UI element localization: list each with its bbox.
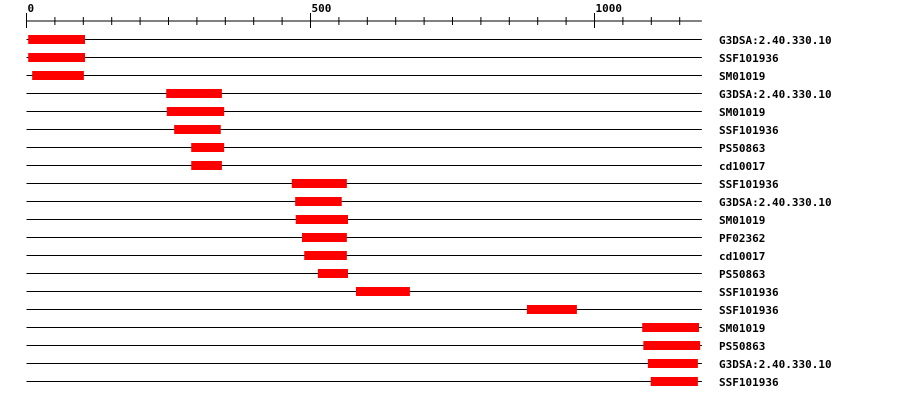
domain-bar <box>295 197 342 206</box>
position-axis: 0 500 1000 <box>26 2 702 28</box>
domain-label: G3DSA:2.40.330.10 <box>719 88 832 101</box>
domain-label: PF02362 <box>719 232 765 245</box>
domain-tracks: G3DSA:2.40.330.10 SSF101936 SM01019 G3DSA:2… <box>26 34 832 389</box>
domain-label: cd10017 <box>719 160 765 173</box>
domain-label: SM01019 <box>719 214 765 227</box>
domain-track: cd10017 <box>26 160 765 173</box>
domain-label: SM01019 <box>719 106 765 119</box>
domain-label: PS50863 <box>719 340 765 353</box>
domain-bar <box>650 377 698 386</box>
domain-track: PS50863 <box>26 340 765 353</box>
domain-bar <box>191 143 225 152</box>
domain-track: SSF101936 <box>26 52 779 65</box>
domain-label: SSF101936 <box>719 52 779 65</box>
domain-track: SM01019 <box>26 70 765 83</box>
domain-track: cd10017 <box>26 250 765 263</box>
domain-label: SSF101936 <box>719 178 779 191</box>
domain-track: SSF101936 <box>26 286 779 299</box>
domain-bar <box>301 233 347 242</box>
domain-track: SM01019 <box>26 322 765 335</box>
domain-bar <box>166 89 222 98</box>
domain-label: SSF101936 <box>719 376 779 389</box>
domain-label: cd10017 <box>719 250 765 263</box>
domain-track: SSF101936 <box>26 178 779 191</box>
domain-label: SM01019 <box>719 70 765 83</box>
domain-bar <box>526 305 577 314</box>
tick-label: 500 <box>312 2 332 15</box>
domain-track: SSF101936 <box>26 376 779 389</box>
domain-label: G3DSA:2.40.330.10 <box>719 34 832 47</box>
domain-bar <box>28 35 86 44</box>
domain-bar <box>295 215 348 224</box>
tick-label: 0 <box>28 2 35 15</box>
domain-bar <box>355 287 410 296</box>
domain-track: PS50863 <box>26 142 765 155</box>
domain-track: G3DSA:2.40.330.10 <box>26 196 832 209</box>
domain-bar <box>642 323 700 332</box>
domain-label: PS50863 <box>719 142 765 155</box>
domain-bar <box>32 71 84 80</box>
domain-label: SSF101936 <box>719 286 779 299</box>
domain-track: PF02362 <box>26 232 765 245</box>
domain-label: SSF101936 <box>719 304 779 317</box>
domain-track: SM01019 <box>26 214 765 227</box>
domain-track: SM01019 <box>26 106 765 119</box>
domain-label: G3DSA:2.40.330.10 <box>719 196 832 209</box>
domain-track: SSF101936 <box>26 304 779 317</box>
domain-bar <box>647 359 698 368</box>
tick-label: 1000 <box>596 2 623 15</box>
domain-track: G3DSA:2.40.330.10 <box>26 34 832 47</box>
domain-bar <box>174 125 221 134</box>
domain-track: G3DSA:2.40.330.10 <box>26 358 832 371</box>
domain-label: PS50863 <box>719 268 765 281</box>
domain-label: SM01019 <box>719 322 765 335</box>
domain-track: G3DSA:2.40.330.10 <box>26 88 832 101</box>
domain-bar <box>304 251 347 260</box>
domain-track: SSF101936 <box>26 124 779 137</box>
domain-bar <box>28 53 86 62</box>
domain-label: SSF101936 <box>719 124 779 137</box>
domain-bar <box>291 179 347 188</box>
domain-label: G3DSA:2.40.330.10 <box>719 358 832 371</box>
domain-bar <box>191 161 222 170</box>
domain-bar <box>643 341 701 350</box>
domain-bar <box>317 269 348 278</box>
domain-track: PS50863 <box>26 268 765 281</box>
domain-bar <box>166 107 225 116</box>
